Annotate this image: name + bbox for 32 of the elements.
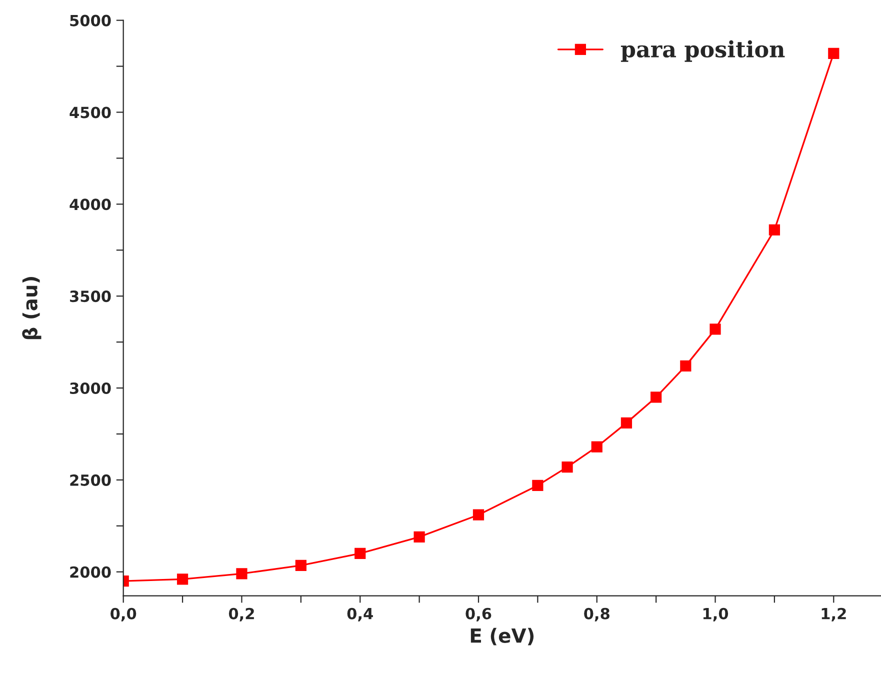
point	[354, 548, 366, 560]
point	[650, 392, 662, 403]
point	[414, 531, 425, 542]
point	[295, 560, 306, 571]
y-tick-label: 2500	[70, 474, 111, 486]
x-tick-label: 0,4	[347, 608, 373, 622]
point	[591, 441, 602, 452]
point	[562, 462, 573, 473]
point	[828, 48, 840, 59]
point	[532, 480, 544, 492]
x-tick-label: 1,2	[822, 608, 846, 622]
point	[680, 360, 692, 372]
x-tick-label: 0,0	[110, 608, 136, 622]
y-tick-label: 3000	[70, 382, 111, 394]
point	[710, 324, 721, 335]
y-tick-label: 5000	[70, 14, 111, 26]
x-axis-title: E (eV)	[470, 628, 534, 646]
x-tick-label: 0,8	[584, 608, 610, 622]
x-tick-label: 0,2	[228, 608, 254, 622]
y-tick-label: 3500	[70, 290, 111, 302]
point	[620, 417, 632, 428]
y-tick-label: 4500	[70, 106, 111, 118]
legend-label: para position	[620, 40, 785, 62]
y-tick-label: 4000	[70, 198, 111, 210]
point	[768, 224, 780, 236]
point	[472, 509, 484, 520]
point	[176, 574, 188, 585]
point	[236, 568, 248, 580]
y-axis-title: β (au)	[22, 276, 42, 340]
x-tick-label: 1,0	[703, 608, 728, 622]
y-tick-label: 2000	[70, 566, 111, 578]
x-tick-label: 0,6	[466, 608, 492, 622]
